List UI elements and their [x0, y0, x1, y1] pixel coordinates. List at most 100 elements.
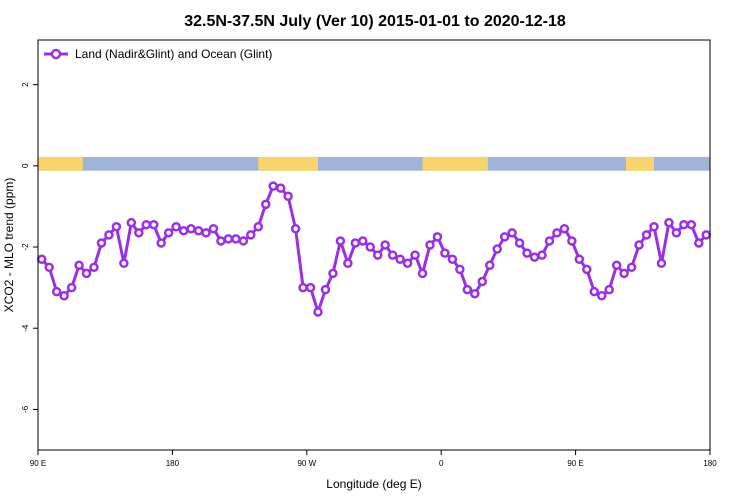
data-point [365, 242, 376, 252]
data-point [626, 262, 637, 273]
data-point [298, 282, 308, 293]
data-point [649, 221, 659, 232]
data-point [141, 219, 152, 230]
data-point [89, 262, 99, 273]
data-point [66, 282, 77, 293]
data-point [313, 307, 323, 317]
data-point [372, 250, 383, 260]
data-point [119, 258, 129, 269]
data-point [507, 228, 517, 238]
data-point [253, 221, 264, 232]
x-tick-label: 90 E [30, 459, 46, 468]
data-point [268, 181, 278, 191]
land-segment [258, 156, 318, 171]
data-point [641, 230, 652, 240]
data-point [552, 228, 562, 238]
data-point [686, 219, 697, 230]
data-point [425, 240, 435, 250]
data-point [290, 224, 301, 234]
data-point [260, 199, 271, 210]
data-point [634, 240, 644, 250]
data-point [283, 191, 293, 202]
data-point [470, 288, 480, 299]
data-point [305, 282, 316, 293]
data-point [111, 221, 122, 232]
data-point [664, 217, 674, 228]
data-point [387, 250, 398, 260]
data-point [328, 268, 338, 279]
y-axis-label: XCO2 - MLO trend (ppm) [2, 178, 16, 313]
x-tick-label: 0 [439, 459, 444, 468]
data-point [544, 236, 555, 246]
data-point [223, 234, 234, 244]
data-point [231, 234, 241, 244]
data-point [104, 230, 114, 240]
y-tick-label: 2 [21, 82, 30, 87]
data-point [447, 254, 458, 264]
data-point [492, 244, 502, 254]
data-point [604, 284, 614, 295]
data-point [81, 268, 92, 279]
data-point [358, 236, 368, 246]
data-point [163, 228, 174, 238]
data-point [567, 236, 577, 246]
data-point [343, 258, 353, 269]
data-point [522, 248, 532, 258]
data-point [671, 228, 682, 238]
y-tick-label: 0 [21, 163, 30, 168]
data-point [499, 232, 510, 242]
land-segment [626, 156, 654, 171]
data-point [455, 264, 465, 275]
data-point [477, 276, 488, 287]
data-point [275, 183, 286, 193]
data-point [432, 232, 443, 242]
data-point [417, 268, 428, 279]
data-point [193, 226, 204, 236]
data-point [186, 224, 196, 234]
legend-marker [50, 48, 62, 60]
data-point [380, 240, 390, 250]
land-segment [38, 156, 83, 171]
series-layer [36, 181, 712, 317]
data-point [320, 284, 331, 295]
data-point [559, 224, 570, 234]
data-point [36, 254, 47, 264]
data-point [246, 230, 256, 240]
data-point [208, 224, 219, 234]
data-point [335, 236, 346, 246]
data-point [171, 221, 181, 232]
data-point [201, 228, 211, 238]
x-tick-label: 90 W [297, 459, 316, 468]
data-point [589, 286, 600, 297]
data-point [178, 226, 189, 236]
data-point [694, 238, 704, 248]
data-point [611, 260, 622, 271]
data-point [59, 290, 69, 301]
data-point [410, 250, 420, 260]
data-point [238, 236, 249, 246]
y-tick-label: -2 [21, 243, 30, 251]
data-point [484, 260, 495, 271]
ocean-band [38, 156, 710, 171]
data-point [96, 238, 107, 248]
data-point [148, 219, 159, 230]
legend: Land (Nadir&Glint) and Ocean (Glint) [44, 47, 272, 61]
x-axis-label: Longitude (deg E) [326, 477, 421, 491]
data-point [582, 264, 592, 275]
x-tick-label: 90 E [567, 459, 583, 468]
data-point [529, 252, 540, 262]
data-point [402, 258, 413, 269]
axes: 90 E 180 90 W 0 90 E 180 2 0 -2 -4 -6 [21, 82, 717, 468]
data-point [395, 254, 405, 264]
data-point [537, 250, 547, 260]
data-point [440, 248, 450, 258]
land-ocean-strip [38, 156, 710, 171]
data-point [350, 238, 361, 248]
data-point [51, 286, 62, 297]
plot-frame [37, 39, 711, 451]
data-point [656, 258, 667, 269]
data-point [619, 268, 629, 279]
data-point [596, 290, 607, 301]
y-tick-label: -4 [21, 324, 30, 332]
